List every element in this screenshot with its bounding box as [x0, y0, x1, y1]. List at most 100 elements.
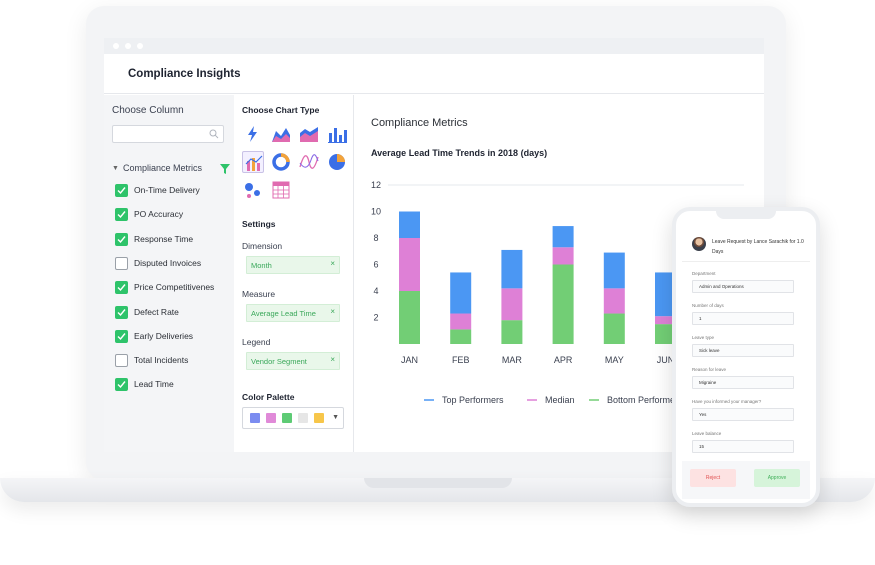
spline-chart-icon[interactable]: [298, 151, 320, 173]
check-icon: [117, 332, 126, 340]
bar-segment: [552, 247, 574, 265]
column-checkbox-item[interactable]: PO Accuracy: [115, 208, 231, 222]
window-dot-icon: [125, 43, 131, 49]
checkbox-checked[interactable]: [115, 329, 128, 343]
bar-segment: [399, 238, 420, 291]
checkbox-checked[interactable]: [115, 208, 128, 222]
lightning-chart-icon[interactable]: [242, 123, 264, 145]
bar-segment: [552, 264, 574, 344]
area-chart-icon[interactable]: [270, 123, 292, 145]
caret-down-icon: ▼: [112, 165, 119, 172]
check-icon: [117, 308, 126, 316]
field-label: Department: [692, 271, 716, 276]
x-tick-label: MAR: [502, 355, 523, 365]
laptop-notch: [364, 478, 512, 488]
bar-segment: [655, 316, 676, 325]
column-checkbox-item[interactable]: Price Competitivenes: [115, 281, 231, 295]
field-input[interactable]: Yes: [692, 408, 794, 421]
column-panel: Choose Column ▼ Compliance Metrics On-Ti…: [104, 95, 234, 452]
measure-value: Average Lead Time: [251, 309, 316, 318]
legend-label: Bottom Performers: [607, 395, 683, 405]
legend-label: Legend: [242, 337, 271, 347]
field-label: Have you informed your manager?: [692, 399, 762, 404]
checkbox-checked[interactable]: [115, 378, 128, 392]
check-icon: [117, 211, 126, 219]
leave-request-title: Leave Request by Lance Sarachik for 1.0 …: [712, 239, 804, 255]
stacked-bar-chart: 2 4 6 8 10 12 JAN FEB MAR APR MAY JUN Top Performers…: [371, 180, 744, 405]
field-input[interactable]: 15: [692, 440, 794, 453]
filter-icon[interactable]: [220, 164, 230, 174]
column-checkbox-item[interactable]: Total Incidents: [115, 354, 231, 368]
field-label: Leave type: [692, 335, 715, 340]
chart-type-panel: Choose Chart Type Sett: [234, 95, 354, 452]
measure-chip[interactable]: Average Lead Time ×: [246, 304, 340, 322]
bar-segment: [399, 291, 420, 344]
search-icon: [209, 129, 219, 139]
column-checkbox-item[interactable]: Disputed Invoices: [115, 256, 231, 271]
checkbox-unchecked[interactable]: [115, 256, 128, 270]
color-palette-select[interactable]: ▼: [242, 407, 344, 429]
field-input[interactable]: 1: [692, 312, 794, 325]
avatar: [692, 237, 706, 251]
bar-chart-icon[interactable]: [326, 123, 348, 145]
phone-notch: [716, 211, 776, 219]
app-window: Compliance Insights Choose Column ▼ Comp…: [104, 38, 764, 452]
bar-segment: [603, 313, 625, 344]
donut-chart-icon[interactable]: [270, 151, 292, 173]
reject-button[interactable]: Reject: [690, 469, 736, 487]
column-checkbox-item[interactable]: Early Deliveries: [115, 329, 231, 344]
column-checkbox-item[interactable]: On-Time Delivery: [115, 184, 231, 198]
remove-icon[interactable]: ×: [330, 355, 335, 364]
action-footer: Reject Approve: [682, 461, 810, 499]
field-value: Yes: [699, 412, 707, 417]
app-header: Compliance Insights: [104, 54, 764, 94]
field-value: Admin and Operations: [699, 284, 744, 289]
phone-frame: Leave Request by Lance Sarachik for 1.0 …: [672, 207, 820, 507]
x-tick-label: MAY: [605, 355, 624, 365]
window-dot-icon: [113, 43, 119, 49]
field-value: Migraine: [699, 380, 717, 385]
field-label: Reason for leave: [692, 367, 727, 372]
bar-segment: [450, 329, 472, 344]
field-input[interactable]: Sick leave: [692, 344, 794, 357]
field-label: Number of days: [692, 303, 724, 308]
checkbox-label: On-Time Delivery: [134, 185, 200, 195]
checkbox-checked[interactable]: [115, 232, 128, 246]
column-checkbox-item[interactable]: Response Time: [115, 232, 231, 247]
combo-chart-icon[interactable]: [242, 151, 264, 173]
stacked-area-icon[interactable]: [298, 123, 320, 145]
window-titlebar: [104, 38, 764, 54]
settings-heading: Settings: [242, 219, 276, 229]
remove-icon[interactable]: ×: [330, 259, 335, 268]
checkbox-label: Defect Rate: [134, 306, 179, 317]
checkbox-checked[interactable]: [115, 281, 128, 295]
remove-icon[interactable]: ×: [330, 307, 335, 316]
field-input[interactable]: Admin and Operations: [692, 280, 794, 293]
legend-value: Vendor Segment: [251, 357, 307, 366]
table-chart-icon[interactable]: [270, 179, 292, 201]
group-label: Compliance Metrics: [123, 163, 203, 173]
checkbox-unchecked[interactable]: [115, 354, 128, 368]
field-value: 1: [699, 316, 702, 321]
checkbox-checked[interactable]: [115, 184, 128, 197]
y-tick-label: 8: [373, 233, 378, 243]
approve-button[interactable]: Approve: [754, 469, 800, 487]
compliance-metrics-group[interactable]: ▼ Compliance Metrics: [112, 163, 230, 175]
legend-label: Top Performers: [442, 395, 504, 405]
measure-label: Measure: [242, 289, 276, 299]
bubble-chart-icon[interactable]: [242, 179, 264, 201]
bar-segment: [501, 320, 523, 344]
y-tick-label: 10: [371, 207, 381, 217]
legend-chip[interactable]: Vendor Segment ×: [246, 352, 340, 370]
pie-chart-icon[interactable]: [326, 151, 348, 173]
dimension-chip[interactable]: Month ×: [246, 256, 340, 274]
checkbox-checked[interactable]: [115, 305, 128, 319]
column-search-input[interactable]: [112, 125, 224, 143]
column-checkbox-item[interactable]: Defect Rate: [115, 305, 231, 320]
check-icon: [117, 187, 126, 195]
field-input[interactable]: Migraine: [692, 376, 794, 389]
column-checkbox-item[interactable]: Lead Time: [115, 378, 231, 392]
check-icon: [117, 235, 126, 243]
y-tick-label: 12: [371, 180, 381, 190]
chart-title: Average Lead Time Trends in 2018 (days): [371, 148, 548, 158]
